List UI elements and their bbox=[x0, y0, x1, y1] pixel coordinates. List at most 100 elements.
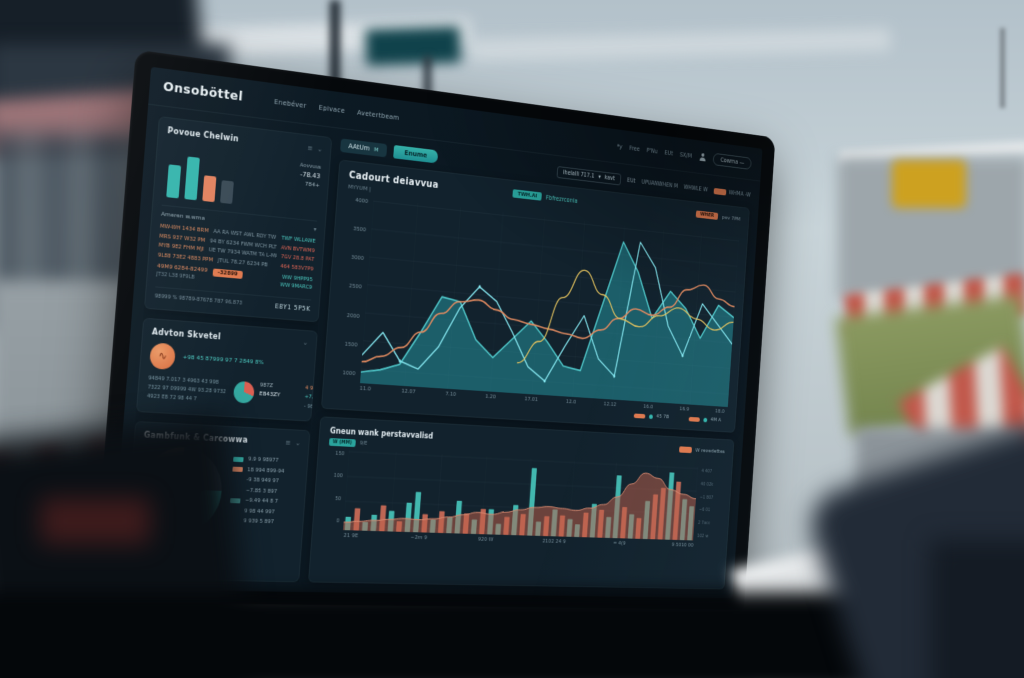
y-axis-tick: 3500 bbox=[352, 226, 367, 234]
legend-dot-icon bbox=[702, 417, 707, 422]
nav-links: *y Free P'Nu EUt SX/M bbox=[617, 142, 692, 159]
nav-link[interactable]: P'Nu bbox=[646, 146, 658, 155]
legend-item: ~9.49 44 8 7 bbox=[229, 497, 296, 505]
legend-label: 9 98 44 997 bbox=[243, 508, 275, 516]
nav-link[interactable]: SX/M bbox=[679, 150, 693, 160]
chevron-down-icon[interactable]: ⌄ bbox=[302, 338, 309, 347]
caret-down-icon: ▾ bbox=[598, 173, 601, 180]
card-title: Povoue Chelwin bbox=[167, 126, 240, 144]
nav-link[interactable]: EUt bbox=[664, 148, 674, 157]
donut-legend: 9.9 9 98977 18 994 899-94 -9 38 949 97 ~7.8… bbox=[228, 456, 299, 530]
volume-chart-plot[interactable] bbox=[343, 450, 698, 541]
main-panel: AAtUm M Enume Ihelalli 717.1 ▾ kavt EUt … bbox=[308, 138, 751, 590]
activity-card: Advton Skvetel ⌄ ∿ +98 45 87999 97 7 284… bbox=[135, 317, 332, 422]
toolbar-alert: WHMA -W bbox=[713, 187, 751, 198]
volume-right-labels: 4 407 40 02k ~1 807 ~6 01 2 7acc 102 w bbox=[697, 467, 724, 541]
x-axis-tick: 21 9E bbox=[343, 533, 359, 540]
footer-value: E8Y1 5P5K bbox=[274, 301, 311, 313]
volume-chart-svg bbox=[343, 450, 698, 541]
nav-item[interactable]: Enebéver bbox=[273, 97, 307, 110]
alert-badge bbox=[713, 187, 727, 196]
dashboard-content: Povoue Chelwin ≡ ⌄ Aovvuus -78 bbox=[110, 105, 760, 599]
y-axis-tick: 3000 bbox=[350, 255, 365, 263]
right-axis-label: 2 7acc bbox=[697, 520, 711, 527]
status-badge-label: Fbfrezrconia bbox=[545, 193, 578, 205]
mini-bar bbox=[166, 163, 182, 199]
activity-pie-block: 987Z E843ZY bbox=[232, 380, 299, 405]
date-range-suffix: kavt bbox=[604, 174, 616, 182]
mini-chart-stats: Aovvuus -78.43 784+ bbox=[260, 152, 322, 214]
legend-item: ~7.85 3 897 bbox=[231, 487, 297, 495]
row-value: 464 583V7P9 bbox=[280, 263, 314, 273]
row-code: MYB 9E2 FHM MJI bbox=[158, 242, 205, 253]
activity-lines: 94849 7.017 3 4963 43 998 7322 97 09999 4… bbox=[146, 375, 227, 407]
menu-icon[interactable]: ≡ bbox=[285, 438, 291, 447]
legend-label: ~7.85 3 897 bbox=[245, 487, 278, 495]
legend-item: 9.9 9 98977 bbox=[233, 456, 299, 465]
pie-value-2: E843ZY bbox=[259, 389, 281, 398]
mini-bar bbox=[184, 156, 200, 201]
x-axis-tick: 2102 24 9 bbox=[542, 538, 566, 545]
dashboard: Onsoböttel Enebéver Epivace Avetertbeam *y… bbox=[110, 66, 763, 599]
card-title: Advton Skvetel bbox=[151, 326, 222, 341]
y-axis-tick: 150 bbox=[335, 450, 345, 458]
right-axis-label: ~6 01 bbox=[698, 507, 711, 514]
legend-badge: W (MM) bbox=[328, 438, 356, 448]
nav-link[interactable]: *y bbox=[616, 142, 623, 151]
filter-button-label: AAtUm bbox=[348, 142, 371, 153]
y-axis-tick: 1500 bbox=[344, 341, 358, 349]
y-axis-tick: 50 bbox=[334, 495, 342, 502]
extra-value: WW 9HPP95 bbox=[281, 274, 313, 283]
toolbar-link[interactable]: EUt bbox=[626, 176, 636, 185]
chart-alert: WHER pev 7PM bbox=[695, 210, 741, 223]
nav-link[interactable]: Free bbox=[629, 144, 641, 153]
mini-chart-row: Aovvuus -78.43 784+ bbox=[162, 141, 321, 215]
menu-icon[interactable]: ≡ bbox=[307, 143, 313, 152]
date-range-picker[interactable]: Ihelalli 717.1 ▾ kavt bbox=[556, 165, 622, 186]
mini-bar bbox=[220, 180, 234, 205]
chevron-down-icon[interactable]: ⌄ bbox=[294, 438, 301, 447]
chevron-down-icon[interactable]: ⌄ bbox=[316, 144, 323, 154]
legend-swatch bbox=[233, 456, 244, 462]
pie-values: 987Z E843ZY bbox=[259, 382, 282, 405]
chart-body: 4000 3500 3000 2500 2000 1500 1000 bbox=[334, 195, 739, 408]
toolbar-text-2[interactable]: WHWLE W bbox=[683, 183, 708, 193]
pie-value-1: 987Z bbox=[259, 382, 274, 389]
card-actions: ⌄ bbox=[302, 339, 308, 347]
filter-button[interactable]: AAtUm M bbox=[340, 138, 387, 158]
alert-label: W revedettes bbox=[695, 447, 726, 455]
y-axis-tick: 2500 bbox=[348, 283, 362, 291]
toolbar-text-1[interactable]: UPUANWHEN M bbox=[641, 178, 679, 190]
legend-swatch bbox=[232, 466, 243, 473]
y-axis-tick: 0 bbox=[336, 518, 340, 525]
nav-item[interactable]: Epivace bbox=[318, 103, 346, 115]
alert-badge bbox=[678, 446, 692, 454]
volume-area-fill bbox=[343, 459, 698, 541]
account-button[interactable]: Cowma — bbox=[712, 152, 752, 170]
chart-alert: W revedettes bbox=[678, 446, 726, 455]
primary-action-button[interactable]: Enume bbox=[392, 144, 439, 164]
card-actions: ≡ ⌄ bbox=[307, 144, 323, 153]
person-shoulder-dark bbox=[930, 540, 1024, 678]
legend-label: ~9.49 44 8 7 bbox=[244, 497, 279, 505]
legend-item: 4M A bbox=[688, 416, 721, 423]
nav-menu: Enebéver Epivace Avetertbeam bbox=[274, 98, 400, 122]
row-desc: JTUL 78.27 6234 PB bbox=[217, 257, 268, 268]
alert-label: pev 7PM bbox=[721, 213, 741, 223]
nav-item[interactable]: Avetertbeam bbox=[356, 108, 400, 122]
app-logo: Onsoböttel bbox=[162, 79, 244, 105]
mini-bar bbox=[202, 175, 217, 203]
main-chart-plot[interactable] bbox=[360, 198, 739, 408]
detail-line: 4923 E8 72 98 44 7 bbox=[146, 392, 197, 402]
timeseries-card: Cadourt deiavvua MYYUM | TWH.AI Fbfrezrc… bbox=[320, 159, 750, 433]
right-axis-label: 102 w bbox=[696, 533, 709, 540]
activity-summary: +98 45 87999 97 7 2849 8% bbox=[182, 353, 265, 367]
user-icon[interactable] bbox=[699, 153, 706, 162]
chart-body: 150 100 50 0 4 407 40 02k ~1 807 ~6 01 2 7acc 10… bbox=[323, 449, 724, 542]
y-axis-tick: 4000 bbox=[355, 197, 369, 205]
activity-summary-row: ∿ +98 45 87999 97 7 2849 8% bbox=[149, 341, 307, 378]
main-chart-svg bbox=[360, 198, 739, 408]
row-value: AVN BVTWM9 bbox=[280, 244, 316, 254]
currency-icon: ∿ bbox=[149, 341, 177, 370]
